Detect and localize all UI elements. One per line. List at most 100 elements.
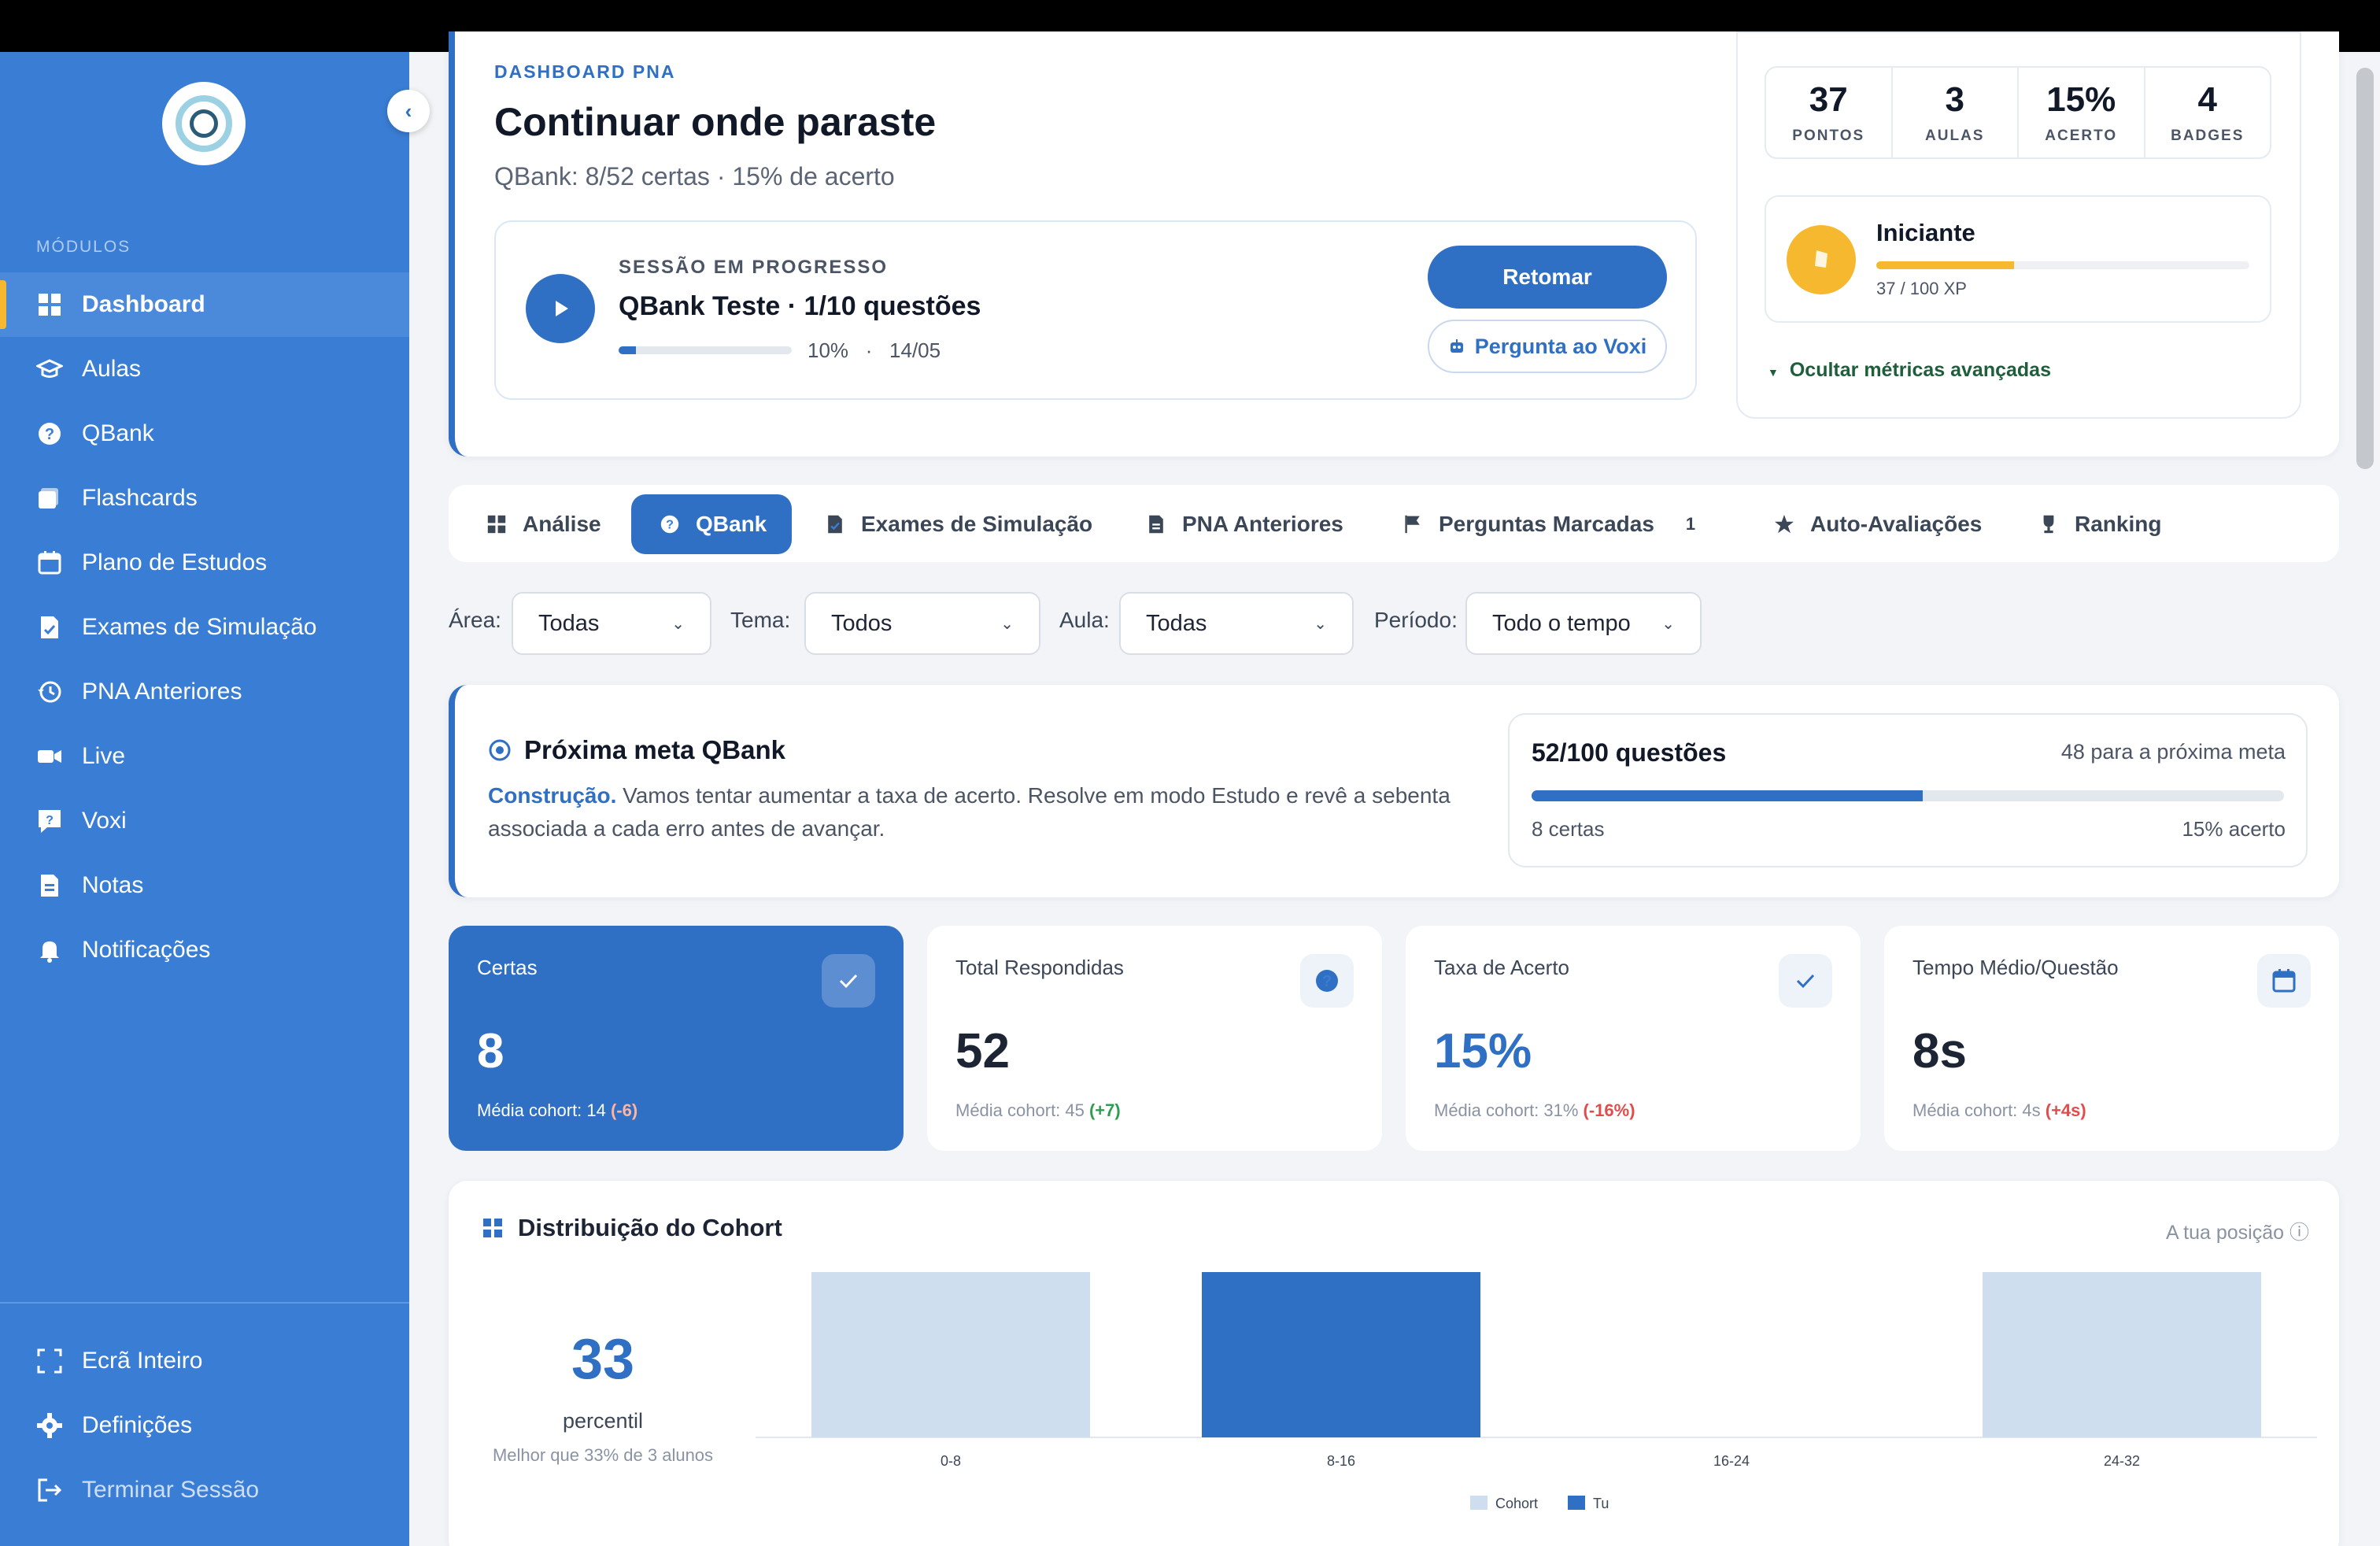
sidebar-item-qbank[interactable]: ? QBank — [0, 401, 409, 466]
session-meta: 10% · 14/05 — [808, 338, 941, 362]
kpi-total-respondidas: Total Respondidas ? 52 Média cohort: 45 … — [927, 926, 1382, 1151]
stat-value: 15% — [2046, 80, 2116, 119]
exam-doc-icon — [41, 616, 58, 638]
sidebar-item-flashcards[interactable]: Flashcards — [0, 466, 409, 531]
chevron-down-icon: ⌄ — [1000, 615, 1014, 633]
play-icon — [556, 301, 568, 316]
filter-select-perodo[interactable]: Todo o tempo ⌄ — [1465, 592, 1702, 655]
cohort-title-text: Distribuição do Cohort — [518, 1214, 782, 1241]
filter-select-tema[interactable]: Todos ⌄ — [804, 592, 1040, 655]
svg-text:?: ? — [666, 519, 674, 532]
sidebar-item-notas[interactable]: Notas — [0, 853, 409, 918]
chevron-left-icon: ‹ — [405, 98, 412, 123]
stat-label: AULAS — [1925, 128, 1985, 144]
sidebar-item-label: Voxi — [82, 808, 127, 834]
chevron-down-icon: ⌄ — [671, 615, 685, 633]
sidebar-item-notifica-es[interactable]: Notificações — [0, 918, 409, 982]
stat-value: 3 — [1945, 80, 1964, 119]
tab-qbank[interactable]: ? QBank — [631, 494, 793, 554]
cohort-title: Distribuição do Cohort — [482, 1214, 782, 1242]
xp-progress-bar — [1876, 261, 2249, 269]
kpi-title: Tempo Médio/Questão — [1913, 956, 2119, 979]
star-icon — [1775, 515, 1794, 534]
sidebar-item-pna-anteriores[interactable]: PNA Anteriores — [0, 660, 409, 724]
stat-value: 37 — [1809, 80, 1848, 119]
tab-label: PNA Anteriores — [1182, 512, 1343, 536]
target-icon — [489, 739, 511, 761]
question-circle-icon: ? — [39, 423, 61, 445]
legend-label-tu: Tu — [1593, 1496, 1609, 1511]
graduation-cap-icon — [36, 359, 63, 378]
filter-value: Todos — [831, 610, 893, 636]
stat-label: PONTOS — [1792, 128, 1865, 144]
sidebar-item-ecr-inteiro[interactable]: Ecrã Inteiro — [0, 1329, 409, 1393]
filter-select-aula[interactable]: Todas ⌄ — [1119, 592, 1354, 655]
sidebar-section-label: MÓDULOS — [36, 238, 131, 256]
goal-title: Próxima meta QBank — [488, 735, 785, 765]
cards-icon — [39, 488, 58, 509]
filter-value: Todas — [1146, 610, 1207, 636]
stat-pontos: 37 PONTOS — [1766, 68, 1893, 157]
stat-acerto: 15% ACERTO — [2019, 68, 2145, 157]
sidebar-item-label: Notificações — [82, 937, 211, 963]
tab-auto-avalia-es[interactable]: Auto-Avaliações — [1746, 494, 2007, 554]
goal-progress-title: 52/100 questões — [1532, 738, 1727, 767]
scrollbar-thumb[interactable] — [2356, 68, 2374, 469]
resume-button[interactable]: Retomar — [1428, 246, 1667, 309]
tab-exames-de-simula-o[interactable]: Exames de Simulação — [796, 494, 1118, 554]
kpi-value: 8s — [1913, 1024, 1967, 1078]
chevron-down-icon: ⌄ — [1314, 615, 1327, 633]
tab-label: Exames de Simulação — [861, 512, 1093, 536]
kpi-delta: (-6) — [610, 1100, 638, 1120]
kpi-title: Total Respondidas — [955, 956, 1124, 979]
sidebar-item-label: QBank — [82, 420, 154, 446]
tab-an-lise[interactable]: Análise — [458, 494, 626, 554]
goal-accuracy-caption: 15% acerto — [2182, 817, 2286, 841]
sidebar-item-voxi[interactable]: ? Voxi — [0, 789, 409, 853]
tab-label: Auto-Avaliações — [1810, 512, 1983, 536]
sidebar-item-terminar-sess-o[interactable]: Terminar Sessão — [0, 1458, 409, 1522]
fullscreen-icon — [37, 1348, 62, 1374]
filter-value: Todas — [538, 610, 600, 636]
collapse-sidebar-button[interactable]: ‹ — [387, 90, 430, 132]
sidebar-item-aulas[interactable]: Aulas — [0, 337, 409, 401]
tab-perguntas-marcadas[interactable]: Perguntas Marcadas 1 — [1374, 494, 1720, 554]
sidebar-item-live[interactable]: Live — [0, 724, 409, 789]
sidebar-item-dashboard[interactable]: Dashboard — [0, 272, 409, 337]
legend-swatch-cohort — [1470, 1496, 1488, 1510]
app-logo[interactable] — [162, 82, 246, 165]
kpi-title: Taxa de Acerto — [1434, 956, 1569, 979]
ask-voxi-label: Pergunta ao Voxi — [1474, 334, 1647, 358]
robot-icon — [1450, 339, 1463, 353]
sidebar-item-label: Dashboard — [82, 291, 205, 317]
grid-icon — [483, 1219, 502, 1237]
grid-icon — [39, 294, 61, 316]
sidebar-item-label: PNA Anteriores — [82, 679, 242, 705]
question-circle-icon: ? — [1316, 970, 1338, 992]
sidebar-item-exames-de-simula-o[interactable]: Exames de Simulação — [0, 595, 409, 660]
sidebar-item-label: Flashcards — [82, 485, 198, 511]
advanced-metrics-toggle[interactable]: ▼ Ocultar métricas avançadas — [1768, 359, 2051, 382]
calendar-icon — [2272, 969, 2296, 993]
play-button[interactable] — [526, 274, 595, 343]
percentile-subtext: Melhor que 33% de 3 alunos — [492, 1445, 714, 1465]
tab-pna-anteriores[interactable]: PNA Anteriores — [1118, 494, 1369, 554]
sidebar-item-defini-es[interactable]: Definições — [0, 1393, 409, 1458]
kpi-cohort: Média cohort: 31% (-16%) — [1434, 1100, 1635, 1121]
level-name: Iniciante — [1876, 219, 1975, 246]
legend-label-cohort: Cohort — [1495, 1496, 1538, 1511]
x-tick-label: 24-32 — [2104, 1453, 2140, 1469]
filter-label: Aula: — [1059, 608, 1110, 632]
tab-ranking[interactable]: Ranking — [2010, 494, 2186, 554]
ask-voxi-button[interactable]: Pergunta ao Voxi — [1428, 320, 1667, 373]
percentile-value: 33 — [571, 1328, 635, 1391]
filter-value: Todo o tempo — [1492, 610, 1631, 636]
your-position-label[interactable]: A tua posição ⓘ — [2165, 1222, 2309, 1244]
sidebar-item-plano-de-estudos[interactable]: Plano de Estudos — [0, 531, 409, 595]
kpi-taxa-de-acerto: Taxa de Acerto 15% Média cohort: 31% (-1… — [1406, 926, 1861, 1151]
level-badge-icon — [1787, 225, 1856, 294]
kpi-cohort-text: Média cohort: 45 — [955, 1100, 1089, 1120]
goal-lead: Construção. — [488, 783, 617, 808]
sidebar-item-label: Definições — [82, 1412, 193, 1438]
filter-select-rea[interactable]: Todas ⌄ — [512, 592, 711, 655]
